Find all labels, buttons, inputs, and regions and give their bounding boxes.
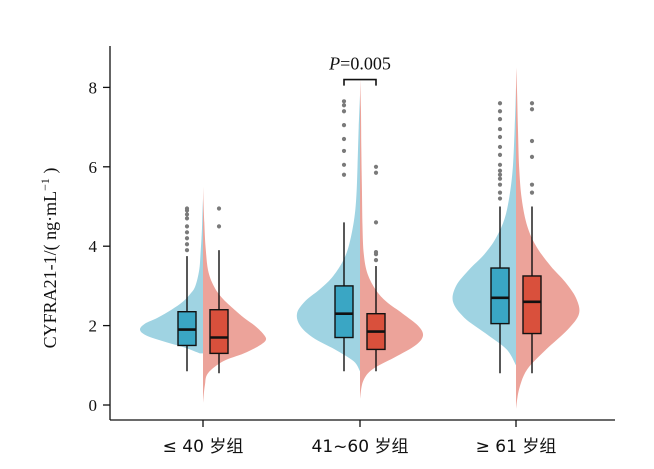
x-ticks: ≤ 40 岁组 41~60 岁组 ≥ 61 岁组 [163,420,557,457]
red-box-1 [209,309,229,355]
violin-layer [139,67,580,409]
blue-outlier-point [497,172,503,177]
blue-box-3 [490,267,510,325]
red-outlier-point [529,154,535,159]
blue-outlier-point [341,162,347,167]
blue-outlier-point [497,152,503,157]
y-axis-title: CYFRA21-1/( ng·mL−1 ) [38,168,61,349]
blue-outlier-point [341,148,347,154]
red-outlier-point [529,182,535,187]
blue-outlier-point [184,230,190,235]
blue-outlier-point [184,242,190,247]
blue-outlier-point [497,190,503,195]
red-outlier-point [216,206,222,211]
y-tick-label: 0 [89,396,98,415]
x-tick-label: 41~60 岁组 [312,437,409,457]
blue-outlier-point [341,136,347,142]
blue-outlier-point [184,224,190,229]
blue-outlier-point [341,123,347,128]
red-outlier-point [373,257,379,263]
significance-annotation: P=0.005 [328,54,391,86]
blue-outlier-point [497,182,503,187]
red-outlier-point [373,250,379,255]
blue-outlier-point [497,117,503,122]
outlier-layer [184,99,535,263]
blue-outlier-point [497,176,503,181]
significance-label: P=0.005 [328,54,391,74]
axes [109,46,615,421]
blue-outlier-point [341,99,347,104]
blue-outlier-point [184,212,190,217]
blue-outlier-point [497,126,503,132]
blue-outlier-point [184,206,190,211]
blue-outlier-point [497,134,503,140]
blue-outlier-point [497,168,503,173]
red-outlier-point [529,101,535,106]
y-tick-label: 6 [89,158,98,177]
y-tick-label: 8 [89,78,98,97]
blue-outlier-point [497,196,503,201]
red-violin-3 [516,67,580,409]
blue-outlier-point [497,144,503,150]
x-tick-label: ≤ 40 岁组 [163,437,244,457]
y-ticks: 0 2 4 6 8 [89,78,110,415]
y-tick-label: 2 [89,317,98,336]
red-outlier-point [373,220,379,225]
red-outlier-point [373,164,379,169]
blue-outlier-point [341,109,347,114]
blue-outlier-point [184,248,190,253]
blue-outlier-point [341,172,347,177]
blue-outlier-point [497,162,503,167]
significance-bracket [343,78,377,86]
red-outlier-point [529,107,535,112]
blue-outlier-point [184,216,190,221]
red-outlier-point [529,138,535,144]
red-box-3 [522,275,542,335]
red-violin-2 [360,79,424,399]
box-layer [177,206,542,374]
blue-outlier-point [341,103,347,108]
blue-outlier-point [497,101,503,106]
blue-outlier-point [497,109,503,114]
red-outlier-point [529,190,535,195]
blue-box-2 [334,285,354,339]
blue-outlier-point [184,236,190,241]
x-tick-label: ≥ 61 岁组 [476,437,557,457]
red-violin-1 [203,186,267,403]
red-outlier-point [373,170,379,175]
y-tick-label: 4 [89,237,98,256]
red-outlier-point [216,224,222,229]
